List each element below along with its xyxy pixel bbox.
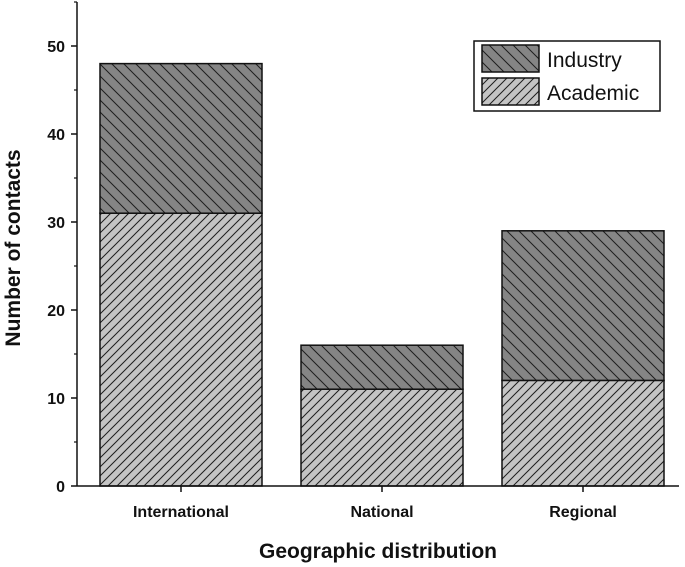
x-axis-ticks: International National Regional <box>133 486 617 521</box>
y-tick-label: 10 <box>47 391 65 408</box>
legend-swatch-industry <box>481 44 540 73</box>
y-tick-label: 30 <box>47 215 65 232</box>
legend-swatch-academic <box>481 77 540 106</box>
plot-area: 0 10 20 30 40 50 International National Regiona… <box>47 1 679 521</box>
bar-international-academic <box>99 212 263 487</box>
bar-national-academic <box>300 388 464 487</box>
y-tick-label: 40 <box>47 127 65 144</box>
bar-regional-industry <box>501 230 665 382</box>
y-tick-label: 0 <box>56 479 65 496</box>
bars <box>99 62 665 487</box>
x-tick-label-international: International <box>133 504 229 521</box>
y-tick-label: 20 <box>47 303 65 320</box>
x-tick-label-national: National <box>350 504 413 521</box>
legend-label-academic: Academic <box>547 82 639 105</box>
bar-regional-academic <box>501 379 665 487</box>
y-tick-label: 50 <box>47 39 65 56</box>
legend: Industry Academic <box>473 40 661 112</box>
x-tick-label-regional: Regional <box>549 504 617 521</box>
bar-national-industry <box>300 344 464 390</box>
y-axis-title: Number of contacts <box>2 149 25 346</box>
legend-label-industry: Industry <box>547 49 622 72</box>
x-axis-title: Geographic distribution <box>259 540 497 563</box>
bar-international-industry <box>99 62 263 214</box>
y-axis-ticks: 0 10 20 30 40 50 <box>47 1 77 496</box>
